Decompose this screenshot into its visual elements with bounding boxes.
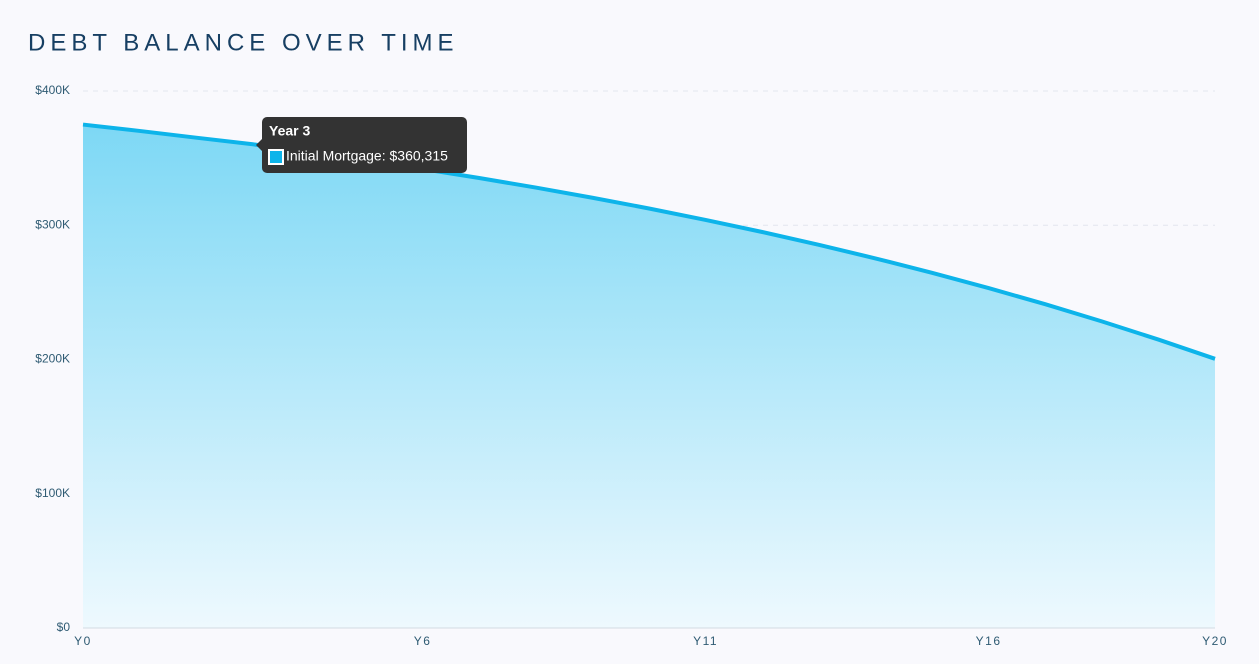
tooltip-title: Year 3 [269,123,310,139]
tooltip-box [262,117,467,173]
y-tick-label: $0 [57,620,71,634]
x-tick-label: Y11 [693,634,718,648]
y-tick-label: $100K [35,486,70,500]
x-tick-label: Y16 [976,634,1002,648]
chart-title: DEBT BALANCE OVER TIME [28,29,459,56]
x-tick-label: Y6 [414,634,432,648]
x-tick-label: Y0 [74,634,92,648]
tooltip: Year 3 Initial Mortgage: $360,315 [256,117,467,173]
y-tick-label: $400K [35,83,70,97]
tooltip-arrow [256,139,262,151]
tooltip-swatch [268,149,284,165]
y-tick-label: $300K [35,217,70,231]
x-tick-label: Y20 [1202,634,1228,648]
area [83,124,1215,628]
y-tick-label: $200K [35,352,70,366]
tooltip-text: Initial Mortgage: $360,315 [286,148,448,164]
